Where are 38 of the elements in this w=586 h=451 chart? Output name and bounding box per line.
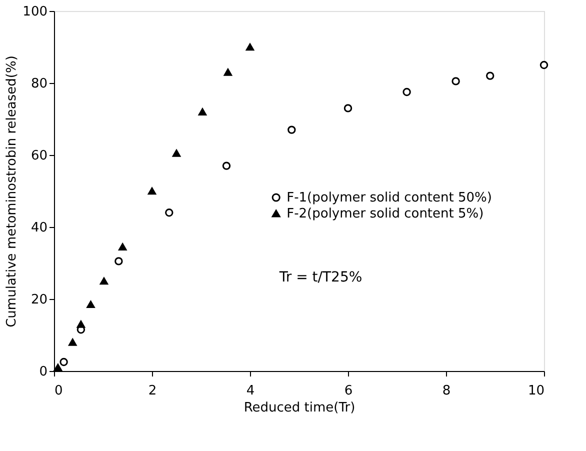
point: [224, 68, 232, 76]
x-tick-label: 8: [442, 384, 451, 398]
x-tick-label: 6: [344, 384, 353, 398]
y-tick-label: 0: [39, 364, 48, 380]
point: [54, 364, 62, 372]
y-axis-title: Cumulative metominostrobin released(%): [4, 56, 20, 328]
x-tick-label: 4: [246, 384, 255, 398]
point: [452, 77, 460, 86]
x-tick-label: 2: [148, 384, 157, 398]
x-axis-title: Reduced time(Tr): [244, 400, 356, 416]
point: [148, 187, 156, 195]
point: [344, 104, 352, 112]
point: [114, 257, 123, 266]
legend-label: F-1(polymer solid content 50%): [286, 190, 492, 206]
annotation: Tr = t/T25%: [278, 269, 362, 286]
x-tick-label: 0: [54, 384, 63, 398]
point: [288, 126, 296, 134]
y-tick-label: 20: [30, 292, 48, 308]
point: [118, 243, 127, 250]
y-tick-label: 60: [30, 148, 48, 164]
point: [198, 108, 207, 116]
point: [100, 277, 108, 285]
point: [60, 358, 68, 366]
point: [540, 60, 548, 70]
point: [222, 162, 231, 170]
legend-label: F-2(polymer solid content 5%): [286, 206, 484, 222]
point: [172, 150, 181, 157]
point: [165, 208, 174, 217]
point: [76, 320, 86, 328]
point: [68, 338, 77, 346]
point: [486, 72, 494, 80]
point: [86, 300, 95, 308]
y-tick-label: 40: [30, 220, 48, 236]
point: [402, 88, 411, 96]
x-tick-label: 10: [528, 384, 544, 398]
y-tick-label: 80: [30, 76, 48, 92]
point: [246, 43, 254, 51]
y-tick-label: 100: [22, 4, 48, 20]
